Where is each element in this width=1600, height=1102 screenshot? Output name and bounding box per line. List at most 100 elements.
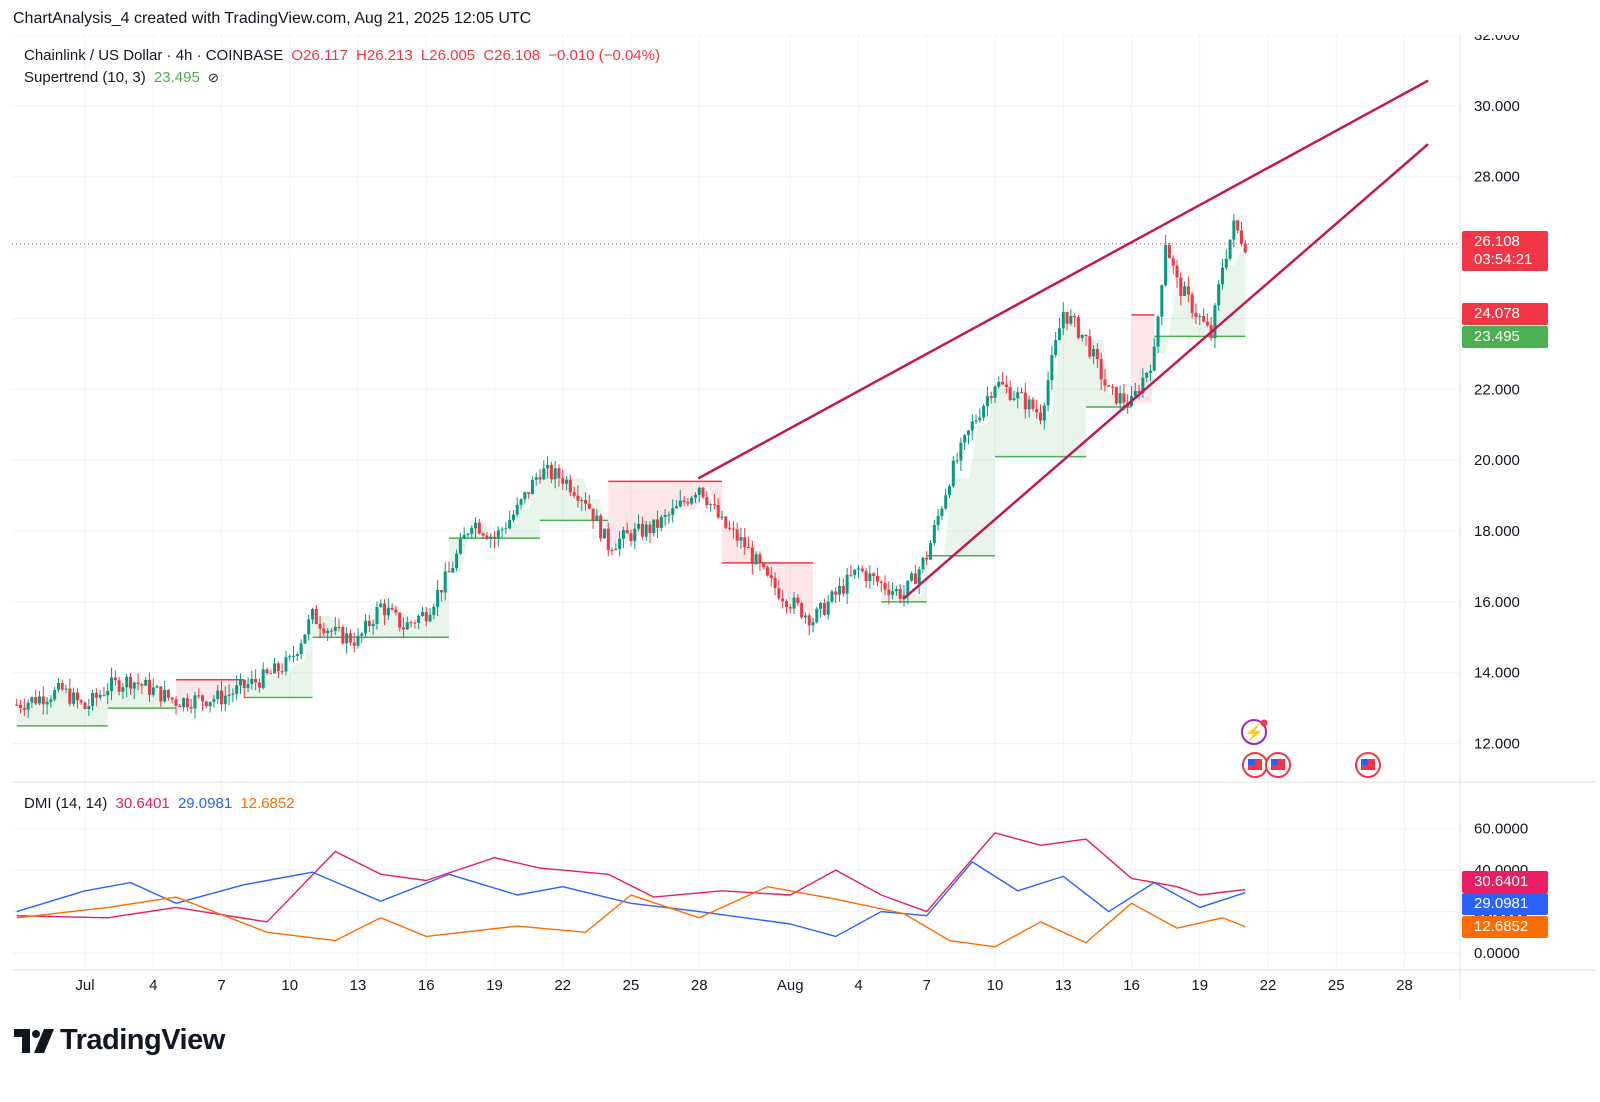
candle-body	[784, 601, 788, 608]
candle-body	[659, 516, 663, 528]
candle-body	[1221, 267, 1224, 285]
x-tick-label: 16	[1123, 977, 1140, 994]
candle-body	[875, 576, 879, 582]
candle-body	[182, 698, 186, 708]
candle-body	[1111, 386, 1115, 388]
candle-body	[1020, 392, 1024, 394]
x-tick-label: 25	[1328, 977, 1345, 994]
candle-body	[678, 500, 682, 507]
candle-body	[1175, 265, 1179, 278]
candle-body	[1213, 305, 1217, 339]
candle-body	[807, 615, 811, 626]
chart-frame[interactable]: 12.000 14.000 16.000 18.000 20.000 22.000 24.0…	[12, 35, 1597, 1035]
candle-body	[246, 684, 250, 688]
candle-body	[648, 524, 652, 534]
candle-body	[1160, 285, 1164, 317]
candle-body	[1050, 355, 1054, 381]
candle-body	[26, 702, 30, 710]
candle-body	[644, 524, 648, 537]
candle-body	[1186, 286, 1190, 295]
candle-body	[333, 626, 337, 631]
candle-body	[815, 608, 819, 623]
candle-body	[341, 627, 345, 644]
candle-body	[197, 695, 201, 697]
candle-body	[1031, 399, 1035, 409]
candle-body	[53, 689, 57, 700]
candle-body	[621, 530, 625, 539]
candle-body	[250, 678, 254, 685]
last-price-value: 26.108	[1474, 233, 1520, 250]
candle-body	[853, 569, 857, 576]
notification-dot-icon	[1260, 719, 1268, 727]
candle-body	[580, 500, 584, 502]
candle-body	[633, 528, 637, 542]
candle-body	[595, 515, 599, 521]
candle-body	[584, 500, 587, 504]
chart-canvas[interactable]: 12.000 14.000 16.000 18.000 20.000 22.000 24.0…	[12, 35, 1597, 1035]
candle-body	[792, 597, 796, 609]
candle-body	[345, 633, 349, 644]
candle-body	[614, 548, 618, 551]
candle-body	[1076, 317, 1080, 338]
candle-body	[348, 633, 352, 643]
dmi-series-line	[16, 832, 1246, 923]
candle-body	[1065, 312, 1069, 324]
candle-body	[868, 573, 872, 582]
candle-body	[125, 676, 129, 688]
lightning-glyph-icon: ⚡	[1244, 723, 1264, 742]
candle-body	[493, 536, 496, 539]
candle-body	[697, 487, 701, 495]
candle-body	[41, 696, 45, 705]
candle-body	[1243, 243, 1247, 253]
candle-body	[841, 585, 845, 594]
candle-body	[504, 528, 508, 530]
x-tick-label: 25	[623, 977, 640, 994]
eye-off-icon[interactable]: ⊘	[207, 70, 219, 85]
candle-body	[477, 522, 481, 534]
candle-body	[1118, 393, 1122, 404]
candle-body	[1069, 316, 1073, 324]
change-value: −0.010 (−0.04%)	[548, 47, 660, 64]
candle-body	[1103, 379, 1107, 386]
supertrend-fill	[16, 686, 108, 726]
x-tick-label: 19	[1191, 977, 1208, 994]
candle-body	[1156, 316, 1160, 347]
x-tick-label: 4	[854, 977, 862, 994]
candle-body	[1039, 412, 1042, 421]
candle-body	[500, 529, 504, 531]
dmi-legend[interactable]: DMI (14, 14) 30.6401 29.0981 12.6852	[24, 795, 299, 812]
candle-body	[932, 525, 936, 544]
symbol-title[interactable]: Chainlink / US Dollar · 4h · COINBASE	[24, 47, 284, 64]
candle-body	[292, 655, 296, 657]
candle-body	[265, 669, 269, 674]
lower-channel-line	[902, 143, 1429, 600]
candle-body	[1027, 399, 1031, 410]
bar-countdown: 03:54:21	[1474, 251, 1533, 268]
candle-body	[371, 623, 375, 627]
x-tick-label: 13	[350, 977, 367, 994]
supertrend-legend[interactable]: Supertrend (10, 3) 23.495 ⊘	[24, 69, 223, 86]
tradingview-logo[interactable]: TradingView	[14, 1024, 225, 1057]
candle-body	[30, 697, 34, 703]
candle-body	[978, 417, 982, 421]
supertrend-name[interactable]: Supertrend (10, 3)	[24, 69, 146, 86]
candle-body	[929, 543, 933, 560]
candle-body	[599, 515, 603, 539]
candle-body	[561, 478, 565, 484]
x-tick-label: 28	[691, 977, 708, 994]
candle-body	[417, 615, 421, 623]
candle-body	[1088, 336, 1092, 357]
candle-body	[121, 687, 125, 692]
candle-body	[405, 622, 409, 630]
candle-body	[170, 697, 174, 700]
candle-body	[140, 684, 144, 686]
candle-body	[288, 656, 292, 658]
candle-body	[322, 628, 326, 634]
candle-body	[474, 522, 478, 529]
symbol-legend[interactable]: Chainlink / US Dollar · 4h · COINBASE O2…	[24, 47, 664, 64]
candle-body	[458, 538, 462, 554]
candle-body	[273, 663, 277, 674]
dmi-name[interactable]: DMI (14, 14)	[24, 795, 108, 812]
candle-body	[750, 547, 754, 565]
candle-body	[1145, 372, 1149, 378]
